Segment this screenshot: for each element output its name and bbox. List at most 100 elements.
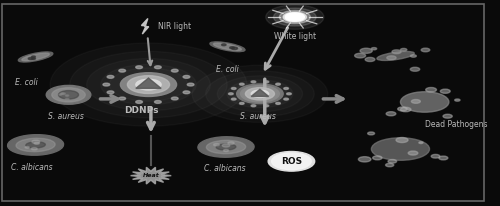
Circle shape (251, 90, 268, 97)
Circle shape (50, 43, 247, 126)
Circle shape (410, 67, 420, 71)
Circle shape (454, 99, 460, 101)
Ellipse shape (214, 43, 242, 50)
Circle shape (250, 89, 270, 98)
Text: C. albicans: C. albicans (204, 164, 246, 173)
Circle shape (386, 163, 394, 167)
Circle shape (372, 48, 376, 50)
Circle shape (224, 149, 228, 152)
Circle shape (386, 112, 396, 116)
Circle shape (242, 87, 278, 101)
Circle shape (172, 69, 178, 72)
Circle shape (154, 101, 161, 103)
Circle shape (70, 51, 227, 118)
Circle shape (136, 101, 142, 103)
Circle shape (58, 91, 78, 99)
Circle shape (107, 91, 114, 94)
Ellipse shape (372, 138, 430, 160)
Ellipse shape (210, 42, 245, 52)
Ellipse shape (22, 53, 50, 61)
Circle shape (388, 159, 396, 163)
Ellipse shape (377, 52, 414, 60)
Circle shape (136, 66, 142, 69)
Circle shape (276, 102, 280, 104)
Circle shape (398, 107, 407, 111)
Circle shape (268, 151, 314, 171)
Circle shape (439, 156, 448, 160)
Circle shape (285, 13, 304, 21)
Text: C. albicans: C. albicans (12, 163, 53, 172)
Circle shape (247, 97, 252, 98)
Text: DDNPs: DDNPs (124, 106, 158, 115)
Circle shape (206, 71, 314, 117)
Text: White light: White light (274, 32, 316, 41)
Circle shape (100, 64, 196, 105)
Ellipse shape (198, 137, 254, 157)
Circle shape (227, 80, 293, 108)
Text: Heat: Heat (142, 173, 160, 178)
Circle shape (251, 81, 256, 83)
Circle shape (230, 47, 234, 49)
Circle shape (183, 91, 190, 94)
Circle shape (284, 98, 288, 100)
Circle shape (34, 142, 40, 144)
Circle shape (232, 47, 237, 50)
Polygon shape (142, 19, 149, 34)
Circle shape (266, 5, 324, 29)
Circle shape (25, 146, 29, 148)
Circle shape (396, 137, 408, 143)
Circle shape (240, 86, 280, 102)
Circle shape (284, 88, 288, 89)
Circle shape (264, 81, 268, 83)
Circle shape (214, 143, 220, 146)
Polygon shape (130, 167, 172, 184)
Circle shape (233, 82, 287, 105)
Circle shape (266, 94, 272, 96)
Text: NIR light: NIR light (158, 22, 192, 31)
Circle shape (387, 56, 396, 60)
Circle shape (276, 83, 280, 85)
Circle shape (426, 88, 436, 92)
Circle shape (192, 65, 328, 122)
Circle shape (119, 69, 126, 72)
Circle shape (46, 85, 91, 104)
Circle shape (372, 156, 382, 160)
Circle shape (419, 142, 423, 144)
Circle shape (400, 107, 411, 112)
Circle shape (400, 48, 407, 51)
Circle shape (412, 99, 420, 103)
Text: S. aureus: S. aureus (48, 112, 84, 121)
Circle shape (421, 48, 430, 52)
Text: E. coli: E. coli (15, 78, 38, 87)
Circle shape (62, 93, 66, 95)
Circle shape (154, 66, 161, 69)
Circle shape (443, 114, 452, 118)
Circle shape (28, 57, 34, 60)
Circle shape (60, 93, 64, 94)
Circle shape (222, 144, 230, 147)
Circle shape (52, 88, 85, 102)
Text: ROS: ROS (281, 157, 302, 166)
Ellipse shape (18, 52, 53, 62)
Circle shape (236, 84, 283, 104)
Circle shape (408, 151, 418, 155)
Circle shape (260, 93, 265, 95)
Circle shape (272, 153, 311, 170)
Circle shape (440, 89, 450, 93)
Ellipse shape (8, 135, 64, 155)
Circle shape (280, 11, 310, 24)
Circle shape (232, 88, 236, 89)
Circle shape (365, 57, 375, 62)
Circle shape (128, 76, 170, 94)
Ellipse shape (26, 142, 46, 148)
Circle shape (264, 105, 268, 107)
Circle shape (274, 8, 316, 26)
Circle shape (228, 93, 233, 95)
Circle shape (228, 142, 234, 144)
Circle shape (251, 105, 256, 107)
Circle shape (66, 95, 68, 96)
Circle shape (65, 98, 69, 100)
Circle shape (240, 83, 244, 85)
Circle shape (59, 94, 62, 95)
Circle shape (222, 44, 226, 46)
